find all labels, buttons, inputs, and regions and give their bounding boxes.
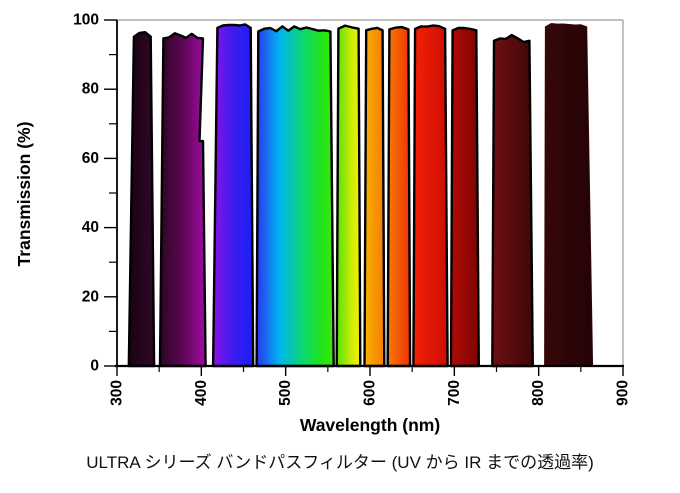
y-tick-label: 80 [82, 81, 99, 98]
band-uv-bandpass-320-340 [127, 31, 156, 368]
x-axis-title: Wavelength (nm) [300, 415, 440, 435]
y-tick-label: 60 [82, 150, 99, 167]
band-blue-bandpass-420-460 [211, 23, 255, 368]
band-red-bandpass-650-690 [412, 24, 449, 368]
axis-tick-labels: 0 20 40 60 80 100 300 400 500 600 700 800 900 [73, 12, 631, 406]
transmission-spectrum-chart: 0 20 40 60 80 100 300 400 500 600 700 800 900 Wavele… [14, 12, 632, 436]
band-orange-bandpass-595-615 [363, 26, 386, 368]
x-tick-label: 700 [446, 380, 463, 406]
y-tick-label: 20 [82, 288, 99, 305]
filter-bands [127, 23, 594, 368]
band-cyan-green-bandpass-470-550 [255, 25, 335, 368]
band-orange-red-bandpass-620-645 [386, 25, 412, 368]
band-dark-red-bandpass-700-730 [449, 26, 480, 368]
y-axis-title: Transmission (%) [14, 122, 34, 267]
x-tick-label: 800 [530, 380, 547, 406]
x-tick-label: 600 [362, 380, 379, 406]
band-violet-bandpass-355-400 [158, 32, 207, 368]
band-nir-bandpass-805-865 [544, 23, 594, 367]
axis-ticks [104, 19, 624, 376]
y-tick-label: 100 [73, 12, 99, 29]
x-tick-label: 900 [615, 380, 632, 406]
y-tick-label: 40 [82, 219, 99, 236]
band-deep-red-bandpass-745-790 [491, 33, 534, 368]
figure-caption: ULTRA シリーズ バンドパスフィルター (UV から IR までの透過率) [86, 453, 594, 472]
x-tick-label: 300 [109, 380, 126, 406]
band-green-yellow-bandpass-560-590 [335, 24, 362, 368]
x-tick-label: 500 [277, 380, 294, 406]
y-tick-label: 0 [90, 358, 99, 375]
x-tick-label: 400 [193, 380, 210, 406]
